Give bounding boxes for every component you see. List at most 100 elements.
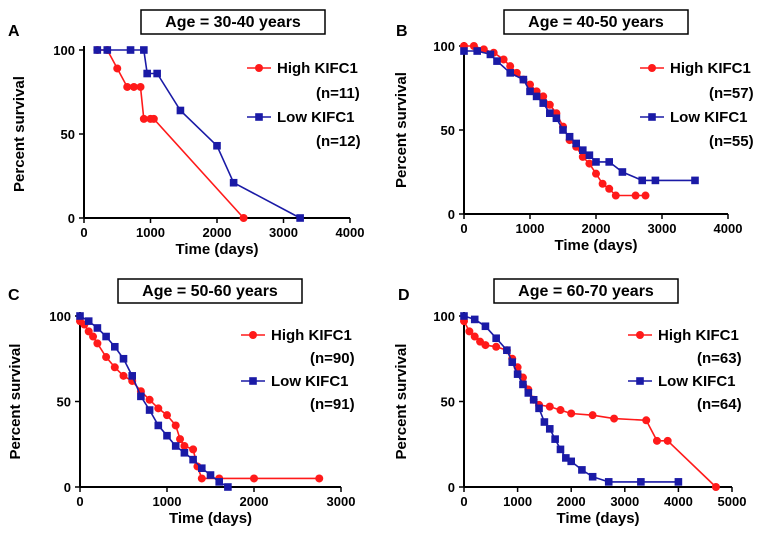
data-point	[84, 317, 93, 325]
data-point	[578, 466, 586, 474]
y-tick-label: 0	[64, 480, 71, 495]
legend-label: Low KIFC1	[271, 373, 349, 390]
data-point	[113, 64, 122, 73]
data-point	[229, 178, 238, 187]
legend-label: High KIFC1	[271, 327, 352, 344]
title-box	[493, 278, 679, 304]
legend-entry: High KIFC1 (n=11)	[247, 60, 360, 102]
data-point	[154, 421, 163, 430]
x-tick-label: 3000	[648, 221, 677, 236]
data-point	[102, 353, 111, 362]
x-tick-label: 1000	[136, 225, 165, 240]
data-point	[250, 474, 258, 483]
data-point	[524, 389, 533, 397]
data-point	[499, 55, 508, 64]
data-point	[460, 47, 468, 55]
data-point	[605, 158, 613, 166]
x-tick-label: 3000	[610, 494, 639, 509]
y-tick-label: 0	[448, 480, 455, 495]
data-point	[315, 474, 324, 483]
y-tick-label: 0	[448, 207, 455, 222]
legend-marker	[249, 377, 257, 385]
data-point	[592, 169, 600, 178]
series-low-kifc1	[93, 46, 304, 222]
series-line	[463, 315, 679, 483]
legend-marker	[636, 331, 644, 339]
y-tick-label: 50	[61, 127, 75, 142]
data-point	[605, 184, 614, 193]
data-point	[492, 334, 500, 343]
data-point	[588, 472, 597, 481]
data-point	[540, 418, 549, 426]
data-point	[110, 363, 119, 372]
series-low-kifc1	[460, 312, 683, 486]
data-point	[481, 322, 490, 331]
y-tick-label: 100	[49, 309, 71, 324]
data-point	[545, 100, 554, 109]
x-tick-label: 2000	[240, 494, 269, 509]
data-point	[592, 158, 600, 166]
data-point	[565, 132, 574, 141]
data-point	[642, 416, 651, 425]
data-point	[638, 176, 646, 185]
y-axis-label: Percent survival	[7, 344, 24, 460]
x-tick-label: 0	[76, 494, 83, 509]
data-point	[129, 82, 138, 91]
legend-label: Low KIFC1	[277, 109, 355, 126]
panel-c: C Age = 50-60 years 0 1000 2000 3000 0 50 100 Tim…	[7, 278, 355, 527]
legend-label: High KIFC1	[658, 327, 739, 344]
x-tick-label: 1000	[503, 494, 532, 509]
data-point	[473, 47, 481, 55]
data-point	[239, 214, 248, 222]
data-point	[206, 471, 215, 479]
x-tick-label: 2000	[203, 225, 232, 240]
legend-n: (n=55)	[709, 133, 754, 150]
panel-b: B Age = 40-50 years 0 1000 2000 3000 4000 0 50 10…	[393, 9, 754, 254]
data-point	[545, 425, 554, 433]
data-point	[674, 478, 683, 486]
legend-entry: Low KIFC1 (n=64)	[628, 373, 742, 413]
x-tick-label: 3000	[269, 225, 298, 240]
x-tick-label: 4000	[336, 225, 365, 240]
data-point	[598, 179, 607, 188]
data-point	[470, 315, 479, 324]
series-line	[97, 49, 301, 219]
data-point	[486, 50, 495, 59]
data-point	[176, 435, 185, 444]
panel-letter: B	[396, 23, 408, 40]
data-point	[492, 342, 501, 351]
data-point	[89, 332, 98, 341]
legend-n: (n=90)	[310, 350, 355, 367]
y-tick-label: 100	[53, 43, 75, 58]
data-point	[224, 483, 232, 491]
chart-title: Age = 30-40 years	[165, 14, 301, 31]
legend-n: (n=57)	[709, 85, 754, 102]
data-point	[588, 411, 597, 420]
data-point	[556, 406, 565, 415]
data-point	[652, 436, 661, 445]
panel-letter: A	[8, 23, 20, 40]
panel-a: A Age = 30-40 years 0 1000 2000 3000 4000 0 50 10…	[8, 9, 365, 258]
series-low-kifc1	[460, 47, 699, 185]
data-point	[506, 69, 514, 77]
legend-n: (n=12)	[316, 133, 361, 150]
x-axis-label: Time (days)	[169, 510, 252, 527]
data-point	[567, 409, 576, 418]
series-low-kifc1	[76, 312, 232, 491]
data-point	[137, 392, 145, 401]
data-point	[93, 46, 102, 54]
series-line	[97, 49, 245, 219]
legend-marker	[648, 113, 656, 121]
legend-label: High KIFC1	[670, 60, 751, 77]
data-point	[579, 146, 587, 154]
x-tick-label: 4000	[664, 494, 693, 509]
legend-n: (n=64)	[697, 396, 742, 413]
data-point	[102, 332, 110, 341]
data-point	[171, 421, 180, 430]
data-point	[532, 92, 541, 101]
legend-marker	[255, 113, 263, 121]
data-point	[136, 82, 145, 91]
data-point	[539, 99, 547, 107]
data-point	[641, 191, 650, 200]
